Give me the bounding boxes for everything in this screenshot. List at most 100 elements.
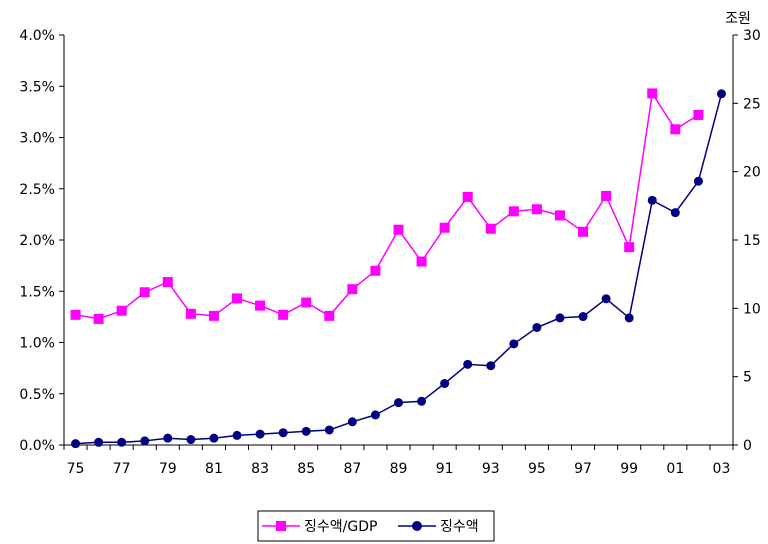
data-point-collection-amount <box>601 294 611 304</box>
data-point-gdp-ratio <box>439 222 450 233</box>
x-tick-label: 99 <box>620 461 638 477</box>
data-point-gdp-ratio <box>324 310 335 321</box>
data-point-gdp-ratio <box>693 109 704 120</box>
data-point-collection-amount <box>347 417 357 427</box>
data-point-collection-amount <box>555 313 565 323</box>
data-point-gdp-ratio <box>278 309 289 320</box>
data-point-gdp-ratio <box>393 224 404 235</box>
left-tick-label: 2.5% <box>19 182 55 198</box>
left-tick-label: 1.0% <box>19 336 55 352</box>
series-layer <box>70 88 726 449</box>
right-tick-label: 25 <box>743 96 761 112</box>
x-tick-label: 87 <box>343 461 361 477</box>
x-tick-label: 85 <box>297 461 315 477</box>
data-point-gdp-ratio <box>232 293 243 304</box>
left-tick-label: 4.0% <box>19 28 55 44</box>
left-tick-label: 0.0% <box>19 438 55 454</box>
data-point-gdp-ratio <box>531 204 542 215</box>
data-point-gdp-ratio <box>416 256 427 267</box>
data-point-collection-amount <box>163 433 173 443</box>
x-tick-label: 93 <box>482 461 500 477</box>
data-point-gdp-ratio <box>162 277 173 288</box>
x-tick-label: 89 <box>390 461 408 477</box>
series-line-gdp-ratio <box>75 91 699 320</box>
legend-swatch-marker-gdp <box>276 521 286 531</box>
data-point-gdp-ratio <box>255 300 266 311</box>
x-tick-label: 97 <box>574 461 592 477</box>
data-point-gdp-ratio <box>70 309 81 320</box>
right-tick-label: 30 <box>743 28 761 44</box>
data-point-collection-amount <box>94 437 104 447</box>
data-point-collection-amount <box>301 426 311 436</box>
left-tick-label: 3.0% <box>19 131 55 147</box>
legend-label-gdp: 징수액/GDP <box>304 519 377 535</box>
data-point-gdp-ratio <box>185 308 196 319</box>
data-point-collection-amount <box>532 322 542 332</box>
right-tick-label: 15 <box>743 233 761 249</box>
data-point-gdp-ratio <box>647 88 658 99</box>
data-point-collection-amount <box>71 439 81 449</box>
data-point-collection-amount <box>209 433 219 443</box>
legend: 징수액/GDP 징수액 <box>257 510 495 542</box>
right-axis-unit-label: 조원 <box>725 11 751 27</box>
data-point-gdp-ratio <box>554 210 565 221</box>
legend-swatch-marker-amount <box>412 521 422 531</box>
right-y-axis: 0 5 10 15 20 25 30 <box>733 28 761 454</box>
data-point-collection-amount <box>578 312 588 322</box>
data-point-gdp-ratio <box>301 297 312 308</box>
data-point-gdp-ratio <box>624 242 635 253</box>
data-point-collection-amount <box>394 398 403 408</box>
x-tick-label: 81 <box>205 461 223 477</box>
x-tick-label: 91 <box>436 461 454 477</box>
data-point-collection-amount <box>324 425 334 435</box>
right-tick-label: 0 <box>743 438 752 454</box>
x-tick-label: 79 <box>159 461 177 477</box>
data-point-gdp-ratio <box>578 226 589 237</box>
data-point-collection-amount <box>278 428 288 438</box>
data-point-collection-amount <box>417 396 427 406</box>
data-point-collection-amount <box>670 208 680 218</box>
x-tick-label: 75 <box>67 461 85 477</box>
series-line-collection-amount <box>75 93 723 445</box>
data-point-collection-amount <box>186 435 196 445</box>
x-axis: 75 77 79 81 83 85 87 89 91 93 95 97 99 01 03 <box>63 445 734 477</box>
data-point-gdp-ratio <box>670 124 681 135</box>
data-point-gdp-ratio <box>462 191 473 202</box>
data-point-gdp-ratio <box>601 190 612 201</box>
data-point-gdp-ratio <box>93 313 104 324</box>
data-point-gdp-ratio <box>208 310 219 321</box>
data-point-collection-amount <box>716 89 726 99</box>
data-point-collection-amount <box>486 361 496 371</box>
left-tick-label: 0.5% <box>19 387 55 403</box>
left-tick-label: 2.0% <box>19 233 55 249</box>
data-point-collection-amount <box>693 176 703 186</box>
left-tick-label: 1.5% <box>19 284 55 300</box>
x-tick-label: 77 <box>113 461 131 477</box>
plot-area <box>63 35 734 446</box>
x-tick-label: 01 <box>666 461 684 477</box>
data-point-gdp-ratio <box>116 305 127 316</box>
data-point-gdp-ratio <box>508 206 519 217</box>
data-point-collection-amount <box>647 195 657 205</box>
x-tick-label: 83 <box>251 461 269 477</box>
data-point-collection-amount <box>463 359 473 369</box>
data-point-collection-amount <box>255 429 265 439</box>
data-point-gdp-ratio <box>347 284 358 295</box>
data-point-collection-amount <box>140 436 150 446</box>
data-point-gdp-ratio <box>485 223 496 234</box>
data-point-collection-amount <box>509 339 519 349</box>
x-tick-label: 95 <box>528 461 546 477</box>
right-tick-label: 10 <box>743 301 761 317</box>
data-point-collection-amount <box>117 437 127 447</box>
data-point-collection-amount <box>624 313 634 323</box>
left-y-axis: 0.0% 0.5% 1.0% 1.5% 2.0% 2.5% 3.0% 3.5% 4.0% <box>19 28 64 454</box>
data-point-collection-amount <box>232 430 242 440</box>
x-tick-label: 03 <box>713 461 731 477</box>
data-point-collection-amount <box>370 410 380 420</box>
left-tick-label: 3.5% <box>19 79 55 95</box>
data-point-collection-amount <box>440 379 450 388</box>
data-point-gdp-ratio <box>370 265 381 276</box>
legend-label-amount: 징수액 <box>440 519 479 535</box>
data-point-gdp-ratio <box>139 287 150 298</box>
